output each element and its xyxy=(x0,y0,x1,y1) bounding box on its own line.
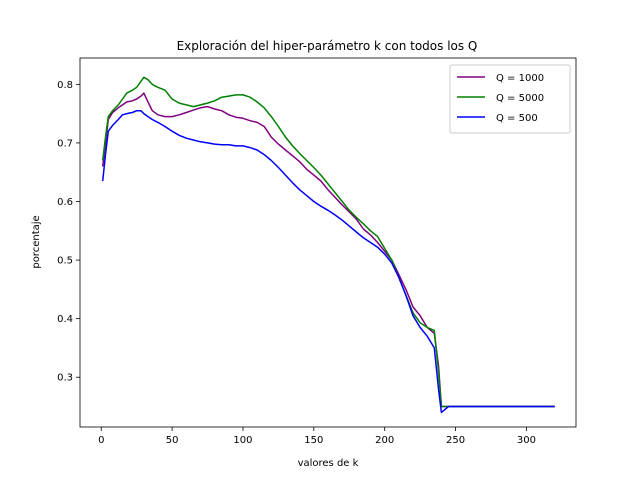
series-layer xyxy=(101,76,555,414)
legend-label-0: Q = 1000 xyxy=(496,73,544,84)
legend-label-1: Q = 5000 xyxy=(496,93,544,104)
chart-title: Exploración del hiper-parámetro k con to… xyxy=(177,39,478,53)
legend-label-2: Q = 500 xyxy=(496,113,538,124)
y-tick-label-3: 0.6 xyxy=(57,197,73,208)
y-tick-label-5: 0.8 xyxy=(57,80,73,91)
x-axis-label: valores de k xyxy=(298,458,359,469)
legend: Q = 1000 Q = 5000 Q = 500 xyxy=(449,64,571,134)
y-axis-label: porcentaje xyxy=(31,215,42,268)
x-tick-label-5: 250 xyxy=(446,435,465,446)
series-line-2 xyxy=(101,109,555,414)
x-axis-ticks: 0 50 100 150 200 250 300 xyxy=(98,427,536,446)
x-tick-label-2: 100 xyxy=(233,435,252,446)
y-tick-label-4: 0.7 xyxy=(57,138,73,149)
legend-box xyxy=(449,64,571,134)
y-axis-ticks: 0.3 0.4 0.5 0.6 0.7 0.8 xyxy=(57,80,80,384)
plot-area xyxy=(79,57,577,428)
x-tick-label-6: 300 xyxy=(517,435,536,446)
x-tick-label-1: 50 xyxy=(166,435,179,446)
x-tick-label-4: 200 xyxy=(375,435,394,446)
y-tick-label-0: 0.3 xyxy=(57,373,73,384)
x-tick-label-3: 150 xyxy=(304,435,323,446)
series-line-0 xyxy=(101,92,555,408)
axes-frame xyxy=(79,57,577,428)
x-tick-label-0: 0 xyxy=(98,435,104,446)
y-tick-label-2: 0.5 xyxy=(57,256,73,267)
y-tick-label-1: 0.4 xyxy=(57,314,73,325)
